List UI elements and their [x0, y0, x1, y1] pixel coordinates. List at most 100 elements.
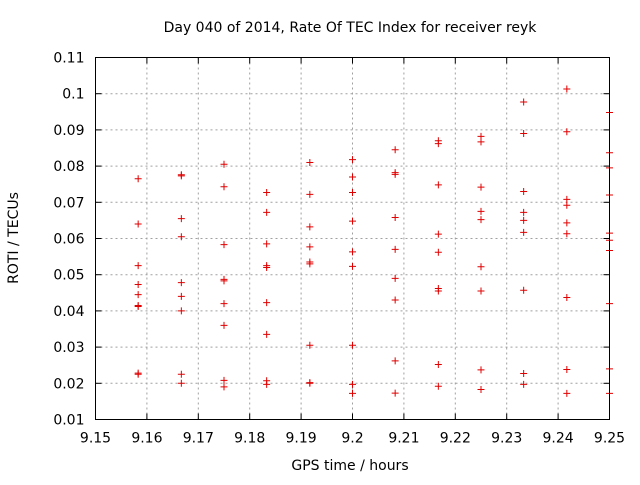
data-point-marker [391, 296, 399, 304]
data-point-marker [220, 241, 228, 249]
x-tick-label: 9.18 [234, 431, 265, 447]
data-point-marker [349, 189, 356, 197]
data-point-marker [563, 85, 571, 93]
data-point-marker [263, 299, 271, 307]
x-tick-labels: 9.15 9.16 9.17 9.18 9.19 9.2 9.21 9.22 9.23 9.24 9… [80, 431, 625, 447]
data-point-marker [391, 389, 399, 397]
data-point-marker [477, 207, 485, 215]
y-tick-label: 0.04 [53, 304, 84, 320]
data-point-marker [263, 330, 271, 338]
x-tick-label: 9.23 [491, 431, 522, 447]
data-point-marker [520, 370, 528, 378]
data-point-marker [349, 262, 356, 270]
data-point-marker [520, 228, 528, 236]
y-tick-labels: 0.01 0.02 0.03 0.04 0.05 0.06 0.07 0.08 0.09 0.1 0… [53, 51, 84, 429]
data-point-marker [306, 379, 314, 387]
data-point-marker [263, 380, 271, 388]
data-point-marker [434, 230, 442, 238]
data-point-marker [177, 215, 185, 223]
data-point-marker [563, 201, 571, 209]
x-axis-title: GPS time / hours [291, 458, 408, 474]
grid-layer [95, 57, 610, 420]
data-point-marker [220, 383, 228, 391]
data-point-marker [391, 274, 399, 282]
data-point-marker [177, 370, 185, 378]
x-tick-label: 9.22 [440, 431, 471, 447]
data-point-marker [177, 292, 185, 300]
data-point-marker [563, 366, 571, 374]
data-point-marker [134, 291, 142, 299]
data-point-marker [134, 370, 142, 378]
data-point-marker [563, 219, 571, 227]
data-point-marker [220, 277, 228, 285]
data-point-marker [563, 128, 571, 136]
data-point-marker [477, 216, 485, 224]
x-tick-label: 9.24 [543, 431, 574, 447]
data-point-marker [177, 379, 185, 387]
data-point-marker [306, 223, 314, 231]
data-point-marker [434, 140, 442, 148]
y-tick-label: 0.01 [53, 413, 84, 429]
y-tick-label: 0.05 [53, 268, 84, 284]
data-point-marker [563, 389, 571, 397]
data-point-marker [477, 138, 485, 146]
data-point-marker [349, 156, 356, 164]
data-point-marker [477, 366, 485, 374]
data-point-marker [177, 233, 185, 241]
data-point-marker [520, 98, 528, 106]
data-point-marker [306, 341, 314, 349]
y-tick-label: 0.08 [53, 159, 84, 175]
x-tick-label: 9.16 [131, 431, 162, 447]
data-point-marker [177, 172, 185, 180]
plot-frame [95, 57, 610, 420]
y-tick-label: 0.11 [53, 51, 84, 67]
data-point-marker [477, 263, 485, 271]
data-point-marker [349, 248, 356, 256]
data-point-marker [349, 380, 356, 388]
y-tick-label: 0.06 [53, 232, 84, 248]
data-point-marker [134, 280, 142, 288]
chart-title: Day 040 of 2014, Rate Of TEC Index for r… [164, 20, 538, 36]
data-point-marker [220, 376, 228, 384]
y-tick-label: 0.03 [53, 340, 84, 356]
data-point-marker [520, 130, 528, 138]
data-point-marker [134, 220, 142, 228]
data-point-marker [520, 187, 528, 195]
data-point-marker [563, 230, 571, 238]
x-tick-label: 9.17 [183, 431, 214, 447]
data-point-marker [220, 300, 228, 308]
data-point-marker [563, 294, 571, 302]
x-tick-label: 9.15 [80, 431, 111, 447]
data-point-marker [391, 245, 399, 253]
data-point-marker [134, 303, 142, 311]
data-point-marker [434, 360, 442, 368]
data-point-marker [434, 287, 442, 295]
data-point-marker [263, 208, 271, 216]
data-point-marker [177, 307, 185, 315]
y-tick-label: 0.07 [53, 195, 84, 211]
data-point-marker [477, 287, 485, 295]
data-point-marker [520, 208, 528, 216]
data-point-marker [177, 279, 185, 287]
x-tick-label: 9.2 [341, 431, 363, 447]
y-tick-label: 0.02 [53, 376, 84, 392]
data-point-marker [391, 214, 399, 222]
data-point-marker [391, 146, 399, 154]
data-point-marker [306, 243, 314, 251]
data-point-marker [220, 321, 228, 329]
data-point-marker [220, 183, 228, 191]
data-point-marker [306, 158, 314, 166]
data-point-marker [263, 263, 271, 271]
data-point-marker [349, 341, 356, 349]
data-point-marker [134, 262, 142, 270]
data-point-marker [434, 181, 442, 189]
y-axis-title: ROTI / TECUs [6, 192, 22, 284]
data-point-marker [477, 385, 485, 393]
x-tick-label: 9.25 [594, 431, 625, 447]
data-point-marker [477, 183, 485, 191]
data-point-marker [134, 175, 142, 183]
data-point-marker [263, 189, 271, 197]
data-point-marker [434, 248, 442, 256]
